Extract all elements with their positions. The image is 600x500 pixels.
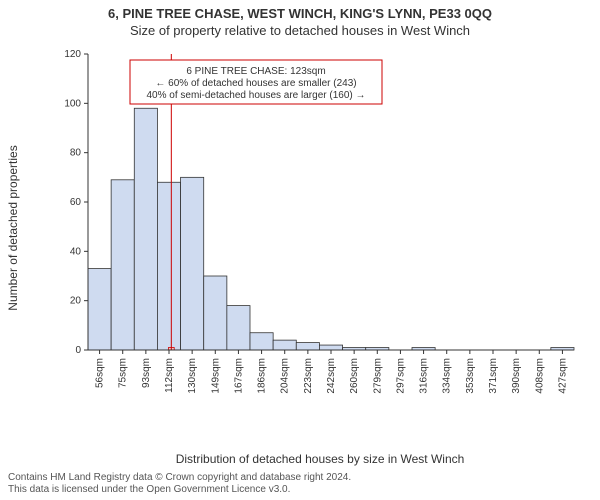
histogram-bar — [227, 306, 250, 350]
histogram-bar — [88, 269, 111, 350]
x-tick-label: 186sqm — [257, 358, 268, 394]
footer-line-1: Contains HM Land Registry data © Crown c… — [8, 472, 351, 484]
histogram-bar — [250, 333, 273, 350]
chart-supertitle: 6, PINE TREE CHASE, WEST WINCH, KING'S L… — [0, 0, 600, 21]
x-tick-label: 149sqm — [210, 358, 221, 394]
x-tick-label: 56sqm — [95, 358, 106, 388]
annotation-line: 6 PINE TREE CHASE: 123sqm — [186, 66, 325, 77]
chart-subtitle: Size of property relative to detached ho… — [0, 21, 600, 42]
x-tick-label: 204sqm — [280, 358, 291, 394]
x-tick-label: 130sqm — [187, 358, 198, 394]
svg-text:60: 60 — [70, 197, 82, 208]
histogram-bar — [181, 177, 204, 350]
x-tick-label: 353sqm — [465, 358, 476, 394]
x-tick-label: 427sqm — [557, 358, 568, 394]
histogram-bar — [296, 343, 319, 350]
x-tick-label: 371sqm — [488, 358, 499, 394]
x-tick-label: 223sqm — [303, 358, 314, 394]
svg-text:80: 80 — [70, 148, 82, 159]
x-tick-label: 260sqm — [349, 358, 360, 394]
x-tick-label: 390sqm — [511, 358, 522, 394]
svg-text:20: 20 — [70, 296, 82, 307]
x-tick-label: 167sqm — [233, 358, 244, 394]
annotation-line: 40% of semi-detached houses are larger (… — [146, 90, 365, 101]
x-tick-label: 316sqm — [419, 358, 430, 394]
x-tick-label: 279sqm — [372, 358, 383, 394]
x-tick-label: 93sqm — [141, 358, 152, 388]
svg-text:40: 40 — [70, 246, 82, 257]
x-tick-label: 408sqm — [534, 358, 545, 394]
x-tick-label: 75sqm — [118, 358, 129, 388]
histogram-svg: 0 20 40 60 80 100 120 56sqm 75sqm 93sqm 112sqm 130s… — [60, 48, 580, 408]
footer-line-2: This data is licensed under the Open Gov… — [8, 484, 351, 496]
histogram-bar — [157, 182, 180, 350]
histogram-bar — [134, 108, 157, 350]
x-axis-label: Distribution of detached houses by size … — [60, 452, 580, 466]
footer-attribution: Contains HM Land Registry data © Crown c… — [8, 472, 351, 496]
svg-text:0: 0 — [75, 345, 81, 356]
x-tick-label: 242sqm — [326, 358, 337, 394]
histogram-bar — [319, 345, 342, 350]
annotation-line: ← 60% of detached houses are smaller (24… — [155, 78, 356, 89]
svg-text:100: 100 — [64, 98, 81, 109]
histogram-bar — [273, 340, 296, 350]
histogram-bar — [111, 180, 134, 350]
x-tick-label: 334sqm — [442, 358, 453, 394]
x-tick-label: 297sqm — [395, 358, 406, 394]
chart-plot-area: 0 20 40 60 80 100 120 56sqm 75sqm 93sqm 112sqm 130s… — [60, 48, 580, 408]
y-axis-label: Number of detached properties — [6, 48, 22, 408]
x-tick-label: 112sqm — [164, 358, 175, 393]
histogram-bar — [204, 276, 227, 350]
svg-text:120: 120 — [64, 49, 81, 60]
